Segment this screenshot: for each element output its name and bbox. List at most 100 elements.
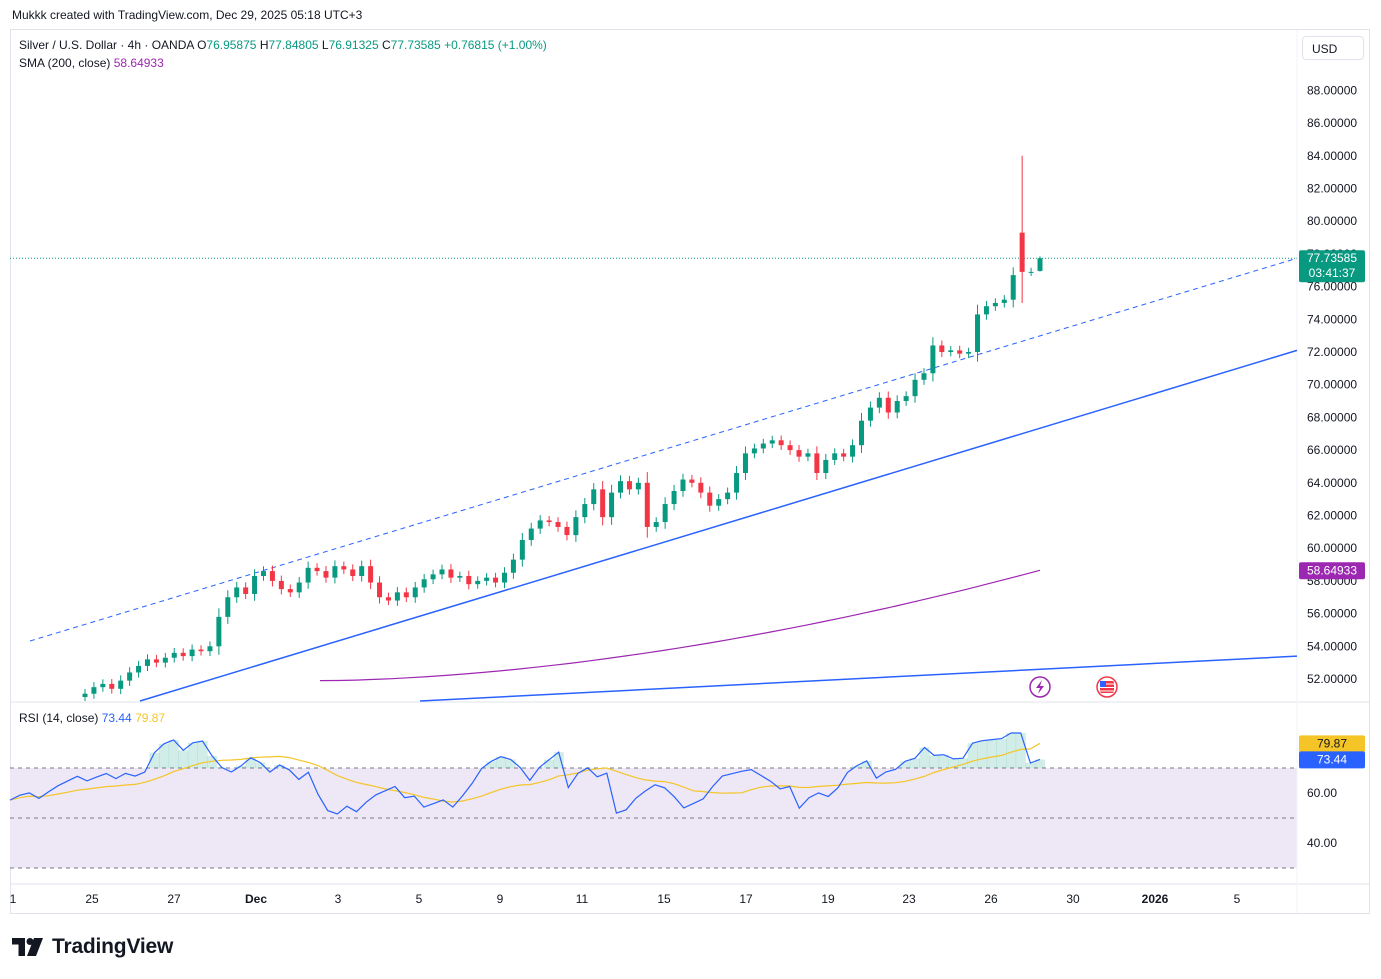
candle [457, 571, 463, 582]
candle [475, 576, 481, 589]
candle-body [305, 567, 311, 583]
time-tick-label: 30 [1066, 892, 1080, 906]
candle [403, 587, 409, 603]
candle [769, 435, 775, 449]
candle [278, 575, 284, 595]
candle-body [769, 440, 775, 444]
candle [787, 440, 793, 455]
candle-body [510, 559, 516, 573]
candle-body [796, 450, 802, 457]
candle [760, 438, 766, 454]
rsi-ma-value: 79.87 [135, 711, 166, 725]
price-legend: Silver / U.S. Dollar · 4h · OANDA O76.95… [19, 38, 547, 52]
candle-body [671, 490, 677, 505]
candle [555, 517, 561, 532]
candle-body [814, 453, 820, 473]
open-label: O [197, 38, 207, 52]
rsi-background [10, 767, 1297, 869]
candle-body [725, 492, 731, 500]
candle [180, 648, 186, 661]
high-value: 77.84805 [268, 38, 319, 52]
low-value: 76.91325 [328, 38, 379, 52]
event-icons [1029, 676, 1118, 698]
candles [82, 155, 1043, 701]
channel-upper-dashed-line [29, 257, 1298, 642]
candle-body [162, 657, 168, 663]
candle [903, 391, 909, 406]
trendlines [10, 257, 1298, 702]
candle-body [100, 683, 106, 688]
candle-body [975, 314, 981, 352]
candle-body [742, 453, 748, 473]
candle-body [528, 528, 534, 541]
candle-body [537, 520, 543, 529]
candle [528, 522, 534, 546]
candle [662, 497, 668, 529]
candle-body [778, 440, 784, 446]
candle [894, 395, 900, 419]
candle-body [903, 396, 909, 402]
tradingview-logo[interactable]: TradingView [12, 935, 173, 959]
rsi-pane [9, 732, 1046, 815]
candle [82, 689, 88, 701]
change-value: +0.76815 (+1.00%) [444, 38, 547, 52]
candle-body [600, 489, 606, 518]
candle [930, 337, 936, 382]
candle-body [368, 566, 374, 583]
candle-body [689, 479, 695, 483]
flag-canton [1100, 681, 1106, 687]
high-label: H [259, 38, 269, 52]
candle-body [189, 649, 195, 657]
candle-body [394, 592, 400, 601]
candle [814, 446, 820, 481]
chart-frame[interactable] [10, 29, 1370, 914]
candle [653, 517, 659, 532]
lightning-icon [1036, 680, 1044, 694]
candle [921, 368, 927, 385]
candle-body [127, 672, 133, 681]
rsi-value: 73.44 [101, 711, 132, 725]
rsi-tick-label: 40.00 [1307, 836, 1337, 850]
candle [359, 560, 365, 582]
candle [412, 581, 418, 603]
candle-body [225, 597, 231, 617]
candle [823, 453, 829, 480]
time-tick-label: 3 [335, 892, 342, 906]
candle [698, 477, 704, 499]
candle-body [501, 572, 507, 583]
time-tick-label: 27 [167, 892, 181, 906]
candle [216, 608, 222, 655]
last-price-badge-text: 77.73585 [1307, 251, 1357, 265]
candle [680, 473, 686, 497]
price-tick-label: 68.00000 [1307, 410, 1357, 424]
currency-selector[interactable]: USD [1302, 36, 1364, 60]
candle-body [635, 482, 641, 490]
candle-body [1019, 232, 1025, 272]
candle [305, 561, 311, 589]
candle [127, 667, 133, 686]
candle [430, 569, 436, 585]
time-tick-label: 1 [10, 892, 17, 906]
candle [144, 654, 150, 671]
candle-body [734, 472, 740, 493]
candle-body [359, 566, 365, 576]
price-tick-label: 66.00000 [1307, 443, 1357, 457]
candle-body [662, 504, 668, 523]
candle-body [216, 616, 222, 647]
candle-body [377, 582, 383, 598]
candle [385, 592, 391, 606]
candle-body [261, 571, 267, 576]
candle-body [957, 350, 963, 354]
candle [618, 475, 624, 499]
candle-body [644, 482, 650, 527]
close-value: 77.73585 [390, 38, 441, 52]
candle [841, 448, 847, 462]
sma-200-line [319, 569, 1041, 682]
candle [742, 446, 748, 481]
price-tick-label: 54.00000 [1307, 639, 1357, 653]
candle-body [91, 687, 97, 694]
candle-body [144, 659, 150, 666]
rsi-badge-bg [1299, 751, 1365, 769]
